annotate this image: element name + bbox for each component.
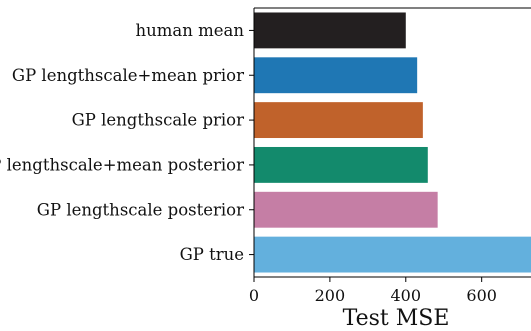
category-label-gp-lengthscale-mean-prior: GP lengthscale+mean prior [12,66,244,85]
bar-gp-lengthscale-prior [254,102,423,139]
bar-human-mean [254,12,406,49]
category-label-gp-lengthscale-posterior: GP lengthscale posterior [37,200,244,219]
category-label-gp-lengthscale-prior: GP lengthscale prior [72,111,245,130]
bar-gp-lengthscale-mean-prior [254,57,418,94]
bar-gp-lengthscale-mean-posterior [254,146,428,183]
bar-gp-true [254,236,531,273]
x-tick-label: 400 [391,286,422,305]
bars-group [254,12,531,273]
category-label-human-mean: human mean [136,21,245,40]
x-tick-label: 600 [466,286,497,305]
x-tick-label: 200 [315,286,346,305]
x-tick-label: 0 [249,286,259,305]
x-axis-title: Test MSE [343,306,450,331]
category-label-gp-lengthscale-mean-posterior: GP lengthscale+mean posterior [0,155,244,174]
category-labels: human mean GP lengthscale+mean prior GP le… [0,21,254,264]
bar-gp-lengthscale-posterior [254,191,438,228]
category-label-gp-true: GP true [180,245,244,264]
x-ticks: 0 200 400 600 [249,277,497,305]
